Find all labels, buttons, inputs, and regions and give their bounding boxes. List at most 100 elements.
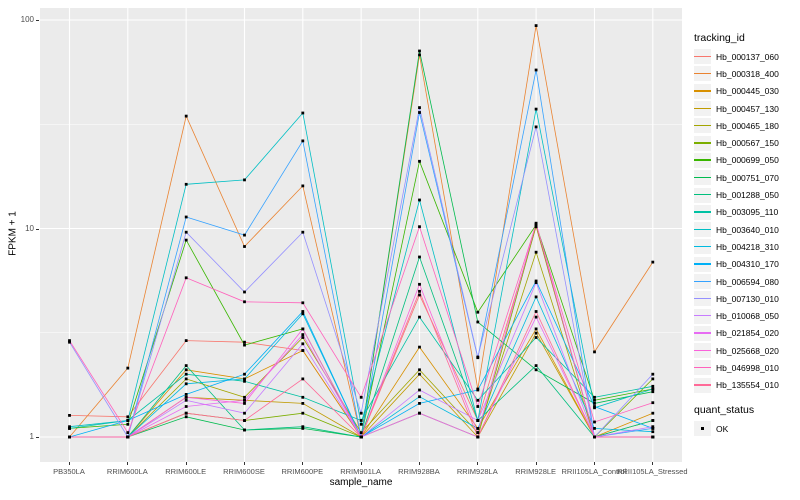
legend-item: Hb_000457_130 [694,100,798,117]
data-point [125,422,129,426]
data-point [534,222,537,226]
data-point [184,411,188,415]
data-point [125,435,129,439]
data-point [650,425,654,429]
legend-item-label: Hb_000318_400 [716,68,779,79]
data-point [359,419,363,422]
data-point [300,377,304,381]
x-tick-mark [243,462,245,465]
data-point [534,107,537,111]
data-point [475,431,479,434]
y-tick-mark [36,20,39,21]
data-point [300,310,304,313]
legend-item-label: Hb_135554_010 [716,380,779,391]
data-point [242,343,246,347]
x-tick-mark [418,462,420,465]
x-tick-label: RRII105LA_Stressed [617,467,688,476]
legend-key-line-icon [694,135,711,151]
legend-item-label: Hb_003640_010 [716,224,779,235]
x-tick-label: RRIM928LA [456,467,498,476]
legend-key-line-icon [694,170,711,186]
y-tick-mark [36,437,39,438]
legend-key-line-icon [694,325,711,341]
data-point [67,340,71,344]
legend-line-swatch [694,384,711,386]
legend-item: Hb_004310_170 [694,256,798,273]
legend-item: Hb_003640_010 [694,221,798,238]
legend-line-swatch [694,107,711,109]
data-point [534,315,537,319]
data-point [300,184,304,188]
data-point [125,366,129,370]
data-point [359,431,363,434]
data-point [184,372,188,376]
data-point [475,435,479,439]
data-point [417,255,421,259]
legend-key-square-icon [694,421,711,437]
data-point [184,382,188,386]
legend-line-swatch [694,315,711,317]
data-point [475,405,479,408]
data-point [534,68,537,72]
data-point [242,395,246,399]
legend-line-swatch [694,280,711,282]
legend-key-line-icon [694,222,711,238]
data-point [534,281,537,284]
data-point [184,276,188,280]
data-point [300,111,304,115]
legend-key-line-icon [694,308,711,324]
legend-key-line-icon [694,49,711,65]
legend-key-line-icon [694,187,711,203]
plot-panel [39,8,682,462]
data-point [650,411,654,415]
data-point [650,384,654,388]
legend-item-label: Hb_000465_180 [716,120,779,131]
legend-tracking-entries: Hb_000137_060 Hb_000318_400 Hb_000445_030 H… [694,48,798,394]
legend-line-swatch [694,55,711,58]
legend-line-swatch [694,142,711,144]
y-tick-label: 1 [29,432,34,441]
x-tick-mark [360,462,362,465]
y-tick-label: 100 [20,15,34,24]
data-point [417,402,421,405]
x-axis-title: sample_name [329,477,393,488]
data-point [534,24,537,27]
data-point [184,395,188,399]
data-point [242,245,246,248]
data-point [650,435,654,439]
data-point [242,300,246,304]
data-point [300,342,304,346]
data-point [475,320,479,324]
data-point [417,106,421,109]
x-tick-mark [652,462,654,465]
legend-line-swatch [694,159,711,161]
x-tick-mark [127,462,129,465]
legend-item-label: Hb_025668_020 [716,345,779,356]
data-point [650,390,654,394]
x-tick-label: RRIM901LA [340,467,382,476]
legend-line-swatch [694,211,711,213]
data-point [300,333,304,336]
legend-quant-block: quant_status OK [694,400,798,437]
legend-key-line-icon [694,291,711,307]
legend-item: Hb_000465_180 [694,117,798,134]
legend-line-swatch [694,124,711,127]
legend-quant-entries: OK [694,420,798,437]
data-point [242,377,246,381]
legend-key-line-icon [694,274,711,289]
y-tick-mark [36,228,39,230]
data-point [242,402,246,405]
data-point [592,398,596,402]
data-point [417,53,421,57]
legend-item: Hb_006594_080 [694,273,798,290]
data-point [359,422,363,426]
x-tick-label: RRII105LA_Control [561,467,627,476]
data-point [475,398,479,402]
data-point [534,364,537,367]
legend: tracking_id Hb_000137_060 Hb_000318_400 Hb… [694,28,798,437]
data-point [650,430,654,434]
data-point [475,310,479,314]
data-point [184,114,188,118]
legend-key-line-icon [694,343,711,359]
data-point [534,250,537,254]
